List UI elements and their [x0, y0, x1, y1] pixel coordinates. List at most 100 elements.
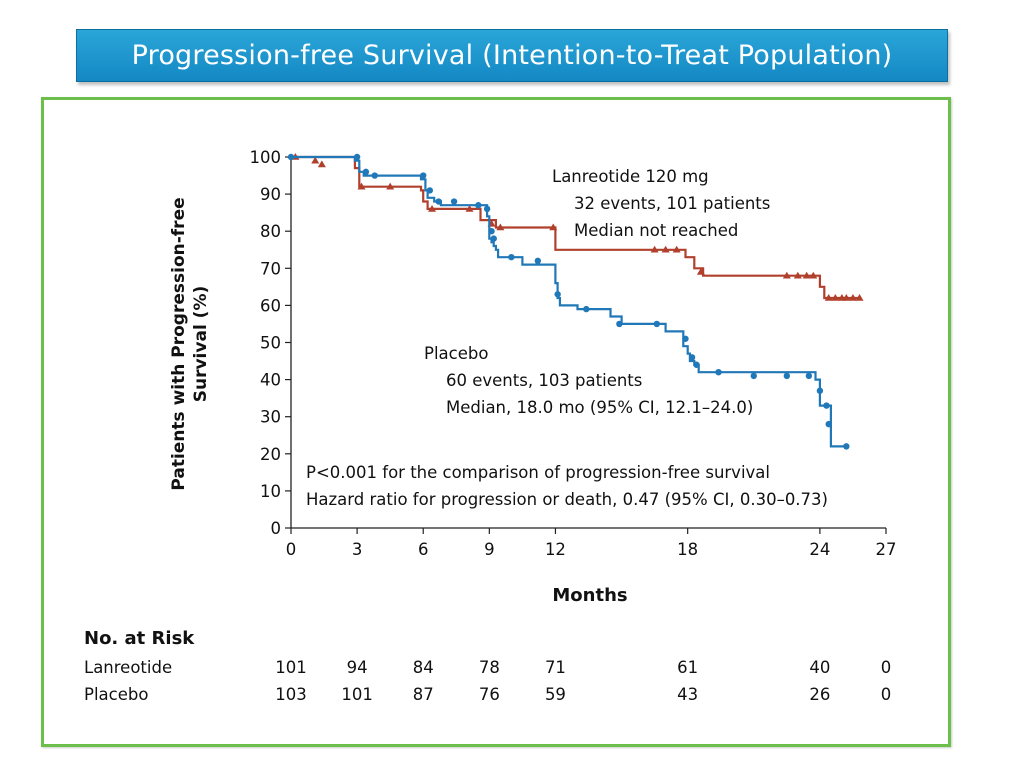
- risk-cell: 59: [545, 685, 566, 704]
- lanreotide-events: 32 events, 101 patients: [574, 194, 770, 213]
- placebo-censor-mark: [750, 372, 757, 380]
- placebo-censor-mark: [426, 187, 434, 194]
- y-axis-label-line2: Survival (%): [191, 286, 211, 403]
- x-tick-label: 24: [809, 540, 830, 559]
- lanreotide-censor-mark: [793, 271, 802, 279]
- placebo-censor-mark: [583, 305, 590, 313]
- y-tick-label: 50: [260, 334, 281, 353]
- y-tick-label: 70: [260, 259, 281, 278]
- risk-row-label: Lanreotide: [84, 658, 172, 677]
- lanreotide-censor-mark: [549, 223, 558, 231]
- placebo-censor-mark: [843, 443, 850, 450]
- risk-cell: 43: [677, 685, 698, 704]
- lanreotide-censor-mark: [672, 245, 681, 253]
- placebo-censor-mark: [805, 372, 813, 380]
- lanreotide-median: Median not reached: [574, 221, 738, 240]
- lanreotide-censor-mark: [317, 160, 326, 168]
- lanreotide-censor-mark: [848, 293, 857, 301]
- lanreotide-censor-mark: [650, 245, 659, 253]
- y-tick-label: 40: [260, 371, 281, 390]
- placebo-median: Median, 18.0 mo (95% CI, 12.1–24.0): [446, 398, 753, 417]
- x-tick-label: 18: [677, 540, 698, 559]
- lanreotide-censor-mark: [696, 268, 705, 275]
- y-tick-label: 90: [260, 185, 281, 204]
- lanreotide-censor-mark: [661, 245, 670, 253]
- lanreotide-censor-mark: [465, 204, 474, 212]
- y-tick-label: 10: [260, 482, 281, 501]
- lanreotide-censor-mark: [809, 271, 818, 279]
- placebo-curve: [291, 155, 849, 448]
- placebo-censor-mark: [508, 253, 515, 261]
- risk-cell: 103: [275, 685, 307, 704]
- placebo-censor-mark: [483, 205, 491, 213]
- placebo-censor-mark: [287, 153, 295, 161]
- x-axis-label: Months: [552, 585, 627, 606]
- placebo-censor-mark: [554, 291, 561, 298]
- placebo-label: Placebo: [424, 344, 488, 363]
- lanreotide-censor-mark: [831, 293, 840, 301]
- lanreotide-censor-mark: [824, 293, 833, 301]
- lanreotide-label: Lanreotide 120 mg: [552, 167, 709, 186]
- x-tick-label: 9: [484, 540, 495, 559]
- risk-table: Lanreotide 101 94 84 78 71 61 40 0 Placebo 103 101 8…: [84, 658, 891, 704]
- pvalue-note: P<0.001 for the comparison of progressio…: [306, 463, 770, 482]
- y-axis-label-line1: Patients with Progression-free: [169, 197, 189, 490]
- placebo-censor-mark: [693, 361, 700, 368]
- placebo-censor-mark: [490, 235, 497, 242]
- lanreotide-censor-mark: [802, 271, 811, 279]
- placebo-events: 60 events, 103 patients: [446, 371, 642, 390]
- slide-title: Progression-free Survival (Intention-to-…: [76, 29, 948, 82]
- x-tick-label: 3: [352, 540, 363, 559]
- placebo-censor-mark: [816, 387, 824, 394]
- y-tick-label: 60: [260, 296, 281, 315]
- lanreotide-censor-mark: [428, 204, 437, 212]
- placebo-censor-mark: [653, 320, 661, 328]
- y-tick-label: 30: [260, 408, 281, 427]
- x-axis-ticks: 0 3 6 9 12 18 24 27: [286, 528, 897, 559]
- placebo-censor-mark: [475, 202, 482, 209]
- chart-panel: 0 10 20 30 40 50 60 70 80 90 100 0 3 6 9 12 18 24 27 Pati…: [41, 97, 951, 747]
- y-tick-label: 100: [250, 148, 282, 167]
- lanreotide-censor-mark: [357, 182, 366, 190]
- x-tick-label: 0: [286, 540, 297, 559]
- hazard-ratio-note: Hazard ratio for progression or death, 0…: [306, 490, 828, 509]
- lanreotide-censor-mark: [496, 223, 505, 231]
- placebo-censor-mark: [783, 372, 791, 380]
- x-tick-label: 27: [876, 540, 897, 559]
- lanreotide-censor-mark: [311, 156, 320, 164]
- risk-cell: 0: [881, 685, 892, 704]
- placebo-censor-mark: [371, 172, 378, 179]
- placebo-censor-mark: [353, 153, 361, 161]
- risk-cell: 40: [809, 658, 830, 677]
- lanreotide-censor-mark: [855, 293, 864, 301]
- placebo-censor-mark: [825, 420, 832, 428]
- placebo-censor-mark: [688, 354, 696, 361]
- risk-cell: 0: [881, 658, 892, 677]
- risk-cell: 76: [479, 685, 500, 704]
- series-lanreotide: [291, 153, 864, 301]
- lanreotide-censor-mark: [386, 182, 395, 190]
- y-axis-ticks: 0 10 20 30 40 50 60 70 80 90 100: [250, 148, 291, 538]
- y-tick-label: 20: [260, 445, 281, 464]
- placebo-censor-mark: [362, 168, 370, 176]
- risk-cell: 26: [809, 685, 830, 704]
- risk-cell: 61: [677, 658, 698, 677]
- lanreotide-censor-mark: [782, 271, 791, 279]
- risk-cell: 94: [347, 658, 368, 677]
- series-placebo: [287, 153, 850, 450]
- x-tick-label: 12: [545, 540, 566, 559]
- risk-cell: 87: [413, 685, 434, 704]
- placebo-censor-mark: [823, 402, 830, 409]
- placebo-censor-mark: [715, 368, 722, 376]
- placebo-censor-mark: [488, 228, 495, 235]
- placebo-censor-mark: [682, 335, 689, 342]
- risk-table-heading: No. at Risk: [84, 628, 195, 649]
- placebo-censor-mark: [450, 198, 458, 205]
- placebo-censor-mark: [435, 198, 442, 205]
- placebo-censor-mark: [420, 172, 427, 179]
- risk-cell: 101: [341, 685, 373, 704]
- placebo-censor-mark: [534, 257, 542, 265]
- risk-cell: 71: [545, 658, 566, 677]
- lanreotide-censor-mark: [842, 293, 851, 301]
- x-tick-label: 6: [418, 540, 429, 559]
